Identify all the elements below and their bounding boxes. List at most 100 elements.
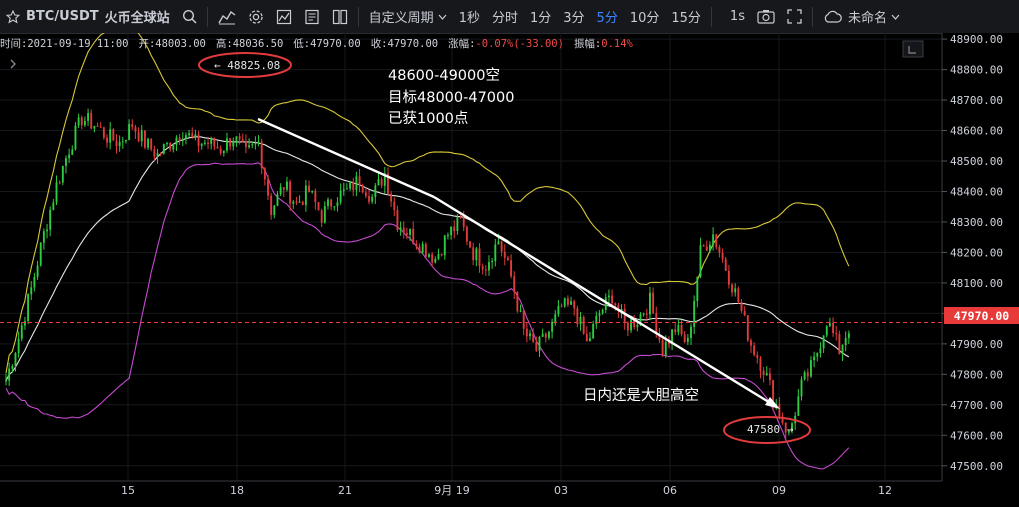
candle-body [169,142,172,150]
candle-body [595,315,598,325]
candle-body [333,206,336,208]
exchange-label[interactable]: 火币全球站 [104,11,170,26]
interval-10m[interactable]: 10分 [629,11,660,26]
favorite-star-icon[interactable] [0,0,26,33]
info-time: 时间:2021-09-19 11:00 [0,38,129,50]
chevron-down-icon [438,9,447,24]
candle-body [412,228,415,244]
search-icon[interactable] [176,0,203,33]
interval-1m[interactable]: 1分 [529,11,552,26]
low-marker-label: 47580 → [747,423,794,436]
candle-body [162,144,165,154]
candle-body [323,205,326,223]
candle-body [361,185,364,193]
candle-body [630,319,632,331]
candle-body [125,139,127,142]
x-tick-label: 18 [230,484,244,497]
interval-1s[interactable]: 1s [729,9,745,24]
candle-body [633,319,636,328]
candle-body [424,244,427,257]
price-chart[interactable]: 48900.00 48800.00 48700.00 48600.00 48500.00… [0,33,1019,507]
candle-body [705,246,708,251]
interval-timeline[interactable]: 分时 [491,11,518,26]
template-icon[interactable] [298,0,326,33]
candle-body [387,173,389,194]
trend-arrow-top [257,117,435,199]
candle-body [83,120,86,126]
candle-body [525,328,528,337]
candle-body [576,308,579,325]
candle-body [121,141,124,143]
candle-body [364,192,367,197]
candle-body [756,355,759,359]
candle-body [380,179,383,186]
interval-1s-cn[interactable]: 1秒 [458,11,480,26]
layout-name-dropdown[interactable]: 未命名 [848,0,906,33]
candle-body [232,140,235,147]
candle-body [472,247,475,261]
candle-body [33,276,36,288]
candle-body [721,252,724,260]
candle-body [210,138,213,144]
candle-body [661,339,664,356]
candle-body [216,146,219,149]
trend-arrowhead [765,397,780,409]
info-open: 开:48003.00 [138,38,206,50]
candle-body [96,125,99,127]
cloud-save-icon[interactable] [817,0,848,33]
candle-body [383,173,386,186]
candle-body [510,260,513,277]
candle-body [519,310,522,312]
camera-icon[interactable] [751,0,781,33]
candle-body [431,254,434,263]
interval-15m[interactable]: 15分 [671,11,701,26]
candle-body [336,202,339,207]
interval-5m[interactable]: 5分 [596,11,618,26]
candle-body [219,148,222,154]
candle-body [579,316,582,325]
candle-body [806,372,809,377]
candle-body [393,201,396,210]
layout-icon[interactable] [326,0,354,33]
candle-body [453,226,456,232]
candle-body [349,181,352,189]
candle-body [522,310,525,329]
fullscreen-icon[interactable] [781,0,808,33]
candle-body [718,247,721,253]
candle-body [330,199,333,207]
candle-body [405,232,408,235]
y-tick-label: 48800.00 [950,64,1003,77]
candle-body [753,345,756,356]
symbol-label[interactable]: BTC/USDT [26,9,99,24]
scroll-right-icon[interactable] [10,59,16,69]
candle-body [396,209,399,230]
candle-body [213,138,216,147]
candle-body [620,308,623,311]
candle-body [30,287,33,295]
candle-body [58,182,61,184]
y-tick-label: 48300.00 [950,216,1003,229]
candle-body [497,241,500,245]
candle-body [39,242,42,266]
candle-body [36,265,39,277]
candle-body [731,284,733,293]
candle-body [279,187,282,195]
interval-3m[interactable]: 3分 [563,11,585,26]
candle-body [140,130,143,142]
candle-body [207,142,209,144]
candle-body [90,113,93,129]
indicators-icon[interactable] [212,0,242,33]
candle-body [532,333,535,343]
candle-body [23,321,26,326]
custom-period-dropdown[interactable]: 自定义周期 [363,0,453,33]
candle-body [667,341,670,345]
settings-gear-icon[interactable] [242,0,270,33]
candle-body [737,288,740,302]
chart-style-icon[interactable] [270,0,298,33]
candle-body [197,134,200,146]
expand-chart-icon[interactable] [902,40,924,58]
candle-body [727,270,730,285]
candle-body [371,196,374,202]
candle-body [112,129,115,141]
candle-body [784,422,787,433]
